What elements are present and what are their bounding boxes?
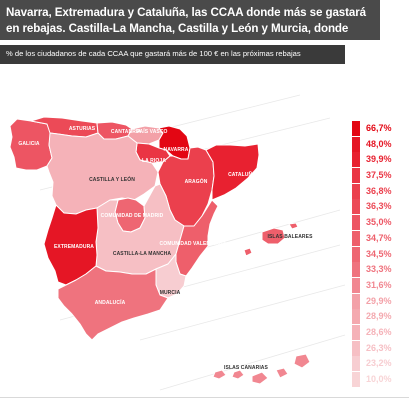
legend-item: 34,7% [352, 230, 400, 247]
legend-item: 36,3% [352, 199, 400, 215]
legend-label: 36,3% [366, 201, 392, 212]
island-canarias-5 [293, 353, 311, 369]
label-aragon: ARAGÓN [185, 177, 208, 185]
legend-swatch [352, 199, 360, 215]
legend-label: 66,7% [366, 123, 392, 133]
legend-swatch [352, 246, 360, 262]
label-extremadura: EXTREMADURA [54, 244, 94, 250]
island-ibiza [243, 247, 253, 257]
label-baleares: ISLAS BALEARES [267, 234, 313, 240]
legend-label: 28,6% [366, 326, 392, 337]
legend-label: 37,5% [366, 170, 392, 181]
legend-label: 48,0% [366, 138, 392, 149]
spain-map: GALICIA ASTURIAS CANTABRIA PAÍS VASCO NA… [0, 64, 409, 400]
legend-item: 66,7% [352, 121, 400, 137]
legend-item: 35,0% [352, 215, 400, 231]
legend-swatch [352, 309, 360, 325]
region-andalucia [57, 265, 169, 341]
legend-item: 34,5% [352, 246, 400, 263]
legend-swatch [352, 121, 360, 136]
legend-label: 31,6% [366, 279, 392, 290]
label-castilla-leon: CASTILLA Y LEÓN [89, 175, 135, 183]
label-navarra: NAVARRA [164, 147, 189, 153]
label-murcia: MURCIA [160, 290, 181, 296]
region-cataluna [205, 143, 260, 201]
legend-label: 34,5% [366, 248, 392, 259]
legend-swatch [352, 168, 360, 184]
island-mallorca [261, 227, 286, 245]
label-galicia: GALICIA [18, 141, 40, 147]
legend-item: 39,9% [352, 152, 400, 168]
island-canarias-4 [275, 367, 289, 379]
legend-label: 34,7% [366, 232, 392, 243]
island-canarias-2 [231, 369, 245, 380]
island-menorca [288, 222, 299, 230]
label-la-rioja: LA RIOJA [142, 158, 166, 164]
legend-item: 33,3% [352, 262, 400, 278]
label-andalucia: ANDALUCÍA [95, 298, 126, 306]
spain-map-svg: GALICIA ASTURIAS CANTABRIA PAÍS VASCO NA… [9, 94, 346, 391]
label-castilla-mancha: CASTILLA-LA MANCHA [113, 251, 172, 257]
region-baleares [243, 222, 299, 257]
legend-label: 33,3% [366, 264, 392, 275]
footer-divider [0, 397, 409, 398]
legend-item: 37,5% [352, 168, 400, 184]
legend-label: 39,9% [366, 154, 392, 165]
legend-item: 48,0% [352, 136, 400, 153]
legend-item: 31,6% [352, 277, 400, 294]
region-castilla-leon [46, 132, 159, 215]
legend-item: 10,0% [352, 372, 400, 388]
legend-item: 29,9% [352, 293, 400, 310]
island-canarias-1 [212, 369, 227, 380]
label-valencia: COMUNIDAD VALENCIANA [160, 241, 227, 247]
legend-swatch [352, 340, 360, 356]
legend-label: 23,2% [366, 358, 392, 369]
label-asturias: ASTURIAS [69, 126, 96, 132]
legend-label: 35,0% [366, 217, 392, 228]
legend-swatch [352, 356, 360, 372]
label-madrid: COMUNIDAD DE MADRID [101, 213, 164, 219]
region-canarias [212, 353, 311, 385]
headline: Navarra, Extremadura y Cataluña, las CCA… [0, 0, 380, 50]
legend: 66,7% 48,0% 39,9% 37,5% 36,8% 36,3% 35,0… [352, 121, 400, 388]
legend-swatch [352, 293, 360, 309]
legend-label: 36,8% [366, 185, 392, 196]
label-cantabria: CANTABRIA [111, 129, 142, 135]
label-pais-vasco: PAÍS VASCO [136, 127, 167, 135]
legend-swatch [352, 152, 360, 168]
legend-swatch [352, 372, 360, 387]
legend-swatch [352, 215, 360, 231]
legend-swatch [352, 230, 360, 246]
legend-item: 36,8% [352, 183, 400, 200]
legend-item: 26,3% [352, 340, 400, 357]
label-cataluna: CATALUÑA [228, 171, 256, 178]
legend-item: 23,2% [352, 356, 400, 372]
legend-swatch [352, 262, 360, 278]
legend-swatch [352, 136, 360, 152]
legend-label: 29,9% [366, 295, 392, 306]
legend-label: 26,3% [366, 342, 392, 353]
legend-swatch [352, 277, 360, 293]
legend-swatch [352, 324, 360, 340]
subheadline: % de los ciudadanos de cada CCAA que gas… [0, 45, 345, 64]
legend-label: 28,9% [366, 311, 392, 322]
island-canarias-3 [251, 371, 269, 385]
label-canarias: ISLAS CANARIAS [224, 365, 268, 371]
legend-swatch [352, 183, 360, 199]
legend-item: 28,6% [352, 324, 400, 341]
legend-label: 10,0% [366, 374, 392, 384]
legend-item: 28,9% [352, 309, 400, 325]
